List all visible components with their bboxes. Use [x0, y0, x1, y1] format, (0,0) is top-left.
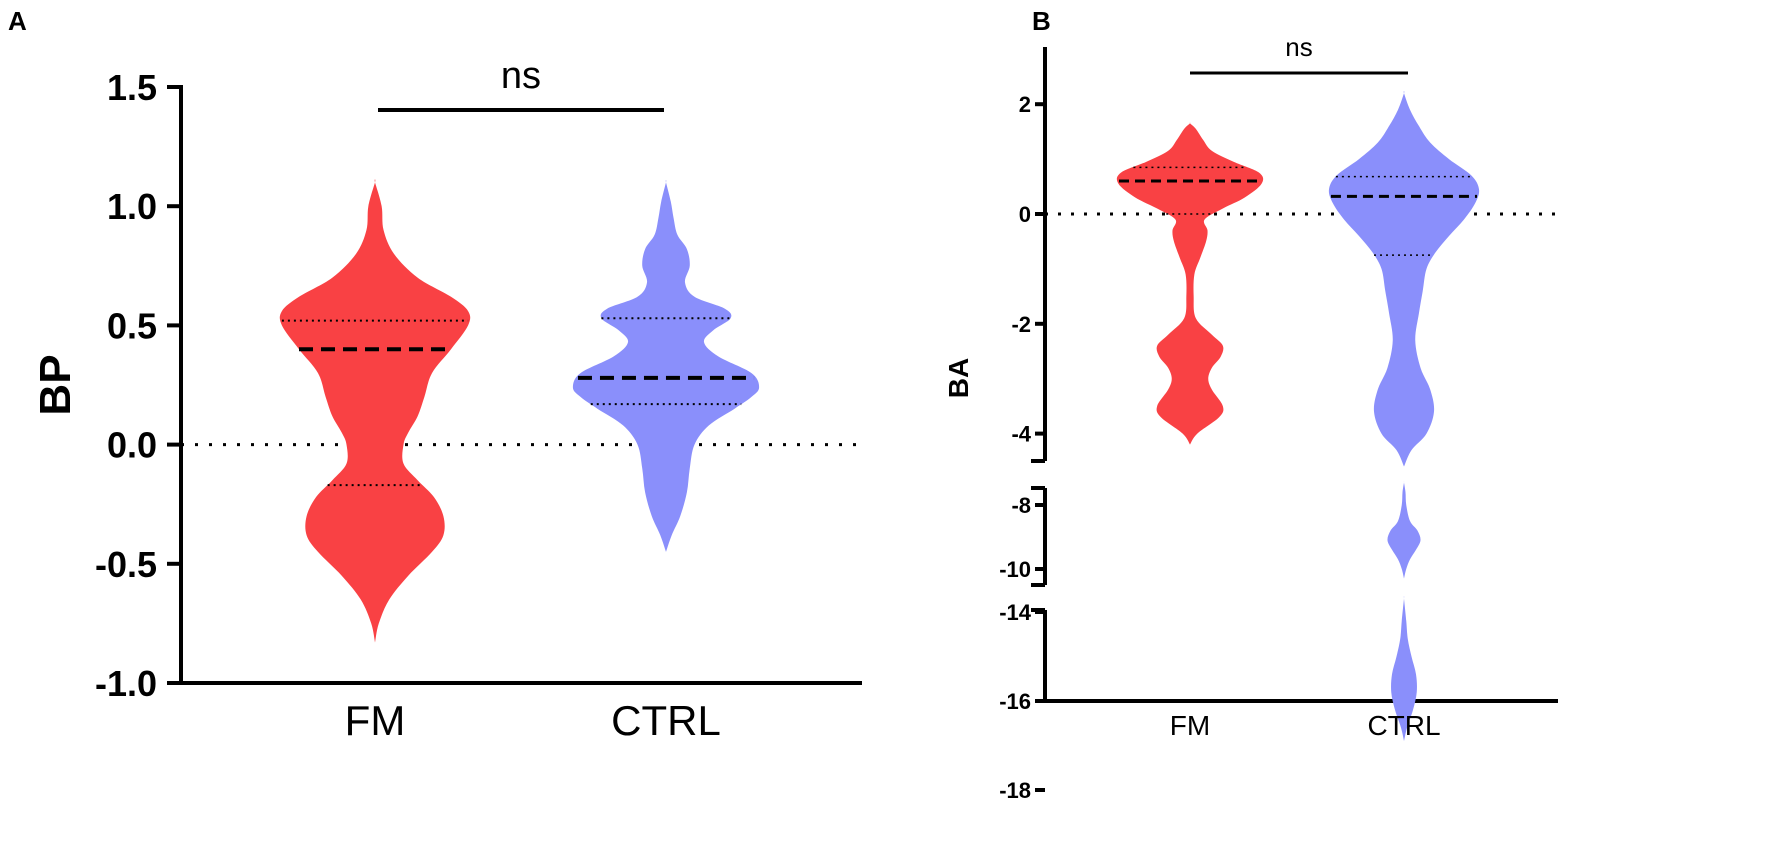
y-tick-label-a: 0.0 [107, 425, 157, 466]
y-tick-label-b: -2 [1011, 312, 1031, 337]
y-tick-label-b: -8 [1011, 493, 1031, 518]
y-tick-label-b: -4 [1011, 422, 1031, 447]
significance-label-b: ns [1285, 32, 1312, 62]
violin-b-ctrl-low [1391, 595, 1417, 742]
y-tick-label-a: -0.5 [95, 544, 157, 585]
panel-a: -1.0 -0.5 0.0 0.5 1.0 1.5 FM CTRL BP ns [31, 55, 862, 744]
y-tick-label-b: 2 [1019, 92, 1031, 117]
panel-b: 2 0 -2 -4 -8 -10 -14 -16 -18 FM CTRL BA ns [943, 32, 1558, 803]
significance-label-a: ns [501, 55, 541, 97]
y-tick-label-b: -16 [999, 689, 1031, 714]
panel-label-b: B [1032, 6, 1051, 36]
y-tick-label-b: -18 [999, 778, 1031, 803]
violin-b-fm [1116, 122, 1264, 445]
y-tick-label-b: 0 [1019, 202, 1031, 227]
y-tick-label-a: 0.5 [107, 305, 157, 346]
y-tick-label-b: -14 [999, 600, 1032, 625]
y-tick-label-b: -10 [999, 557, 1031, 582]
violin-b-ctrl [1328, 91, 1480, 467]
x-tick-label-fm: FM [345, 697, 406, 744]
y-tick-label-a: 1.5 [107, 67, 157, 108]
y-tick-label-a: 1.0 [107, 186, 157, 227]
y-tick-label-a: -1.0 [95, 663, 157, 704]
violin-b-ctrl-mid [1387, 481, 1421, 579]
x-tick-label-b-fm: FM [1170, 710, 1210, 741]
y-axis-label-b: BA [943, 358, 974, 398]
x-tick-label-ctrl: CTRL [611, 697, 721, 744]
violin-ctrl [572, 179, 760, 552]
y-axis-label-a: BP [31, 354, 80, 415]
violin-fm [279, 179, 471, 643]
x-tick-label-b-ctrl: CTRL [1367, 710, 1440, 741]
panel-label-a: A [8, 6, 27, 36]
